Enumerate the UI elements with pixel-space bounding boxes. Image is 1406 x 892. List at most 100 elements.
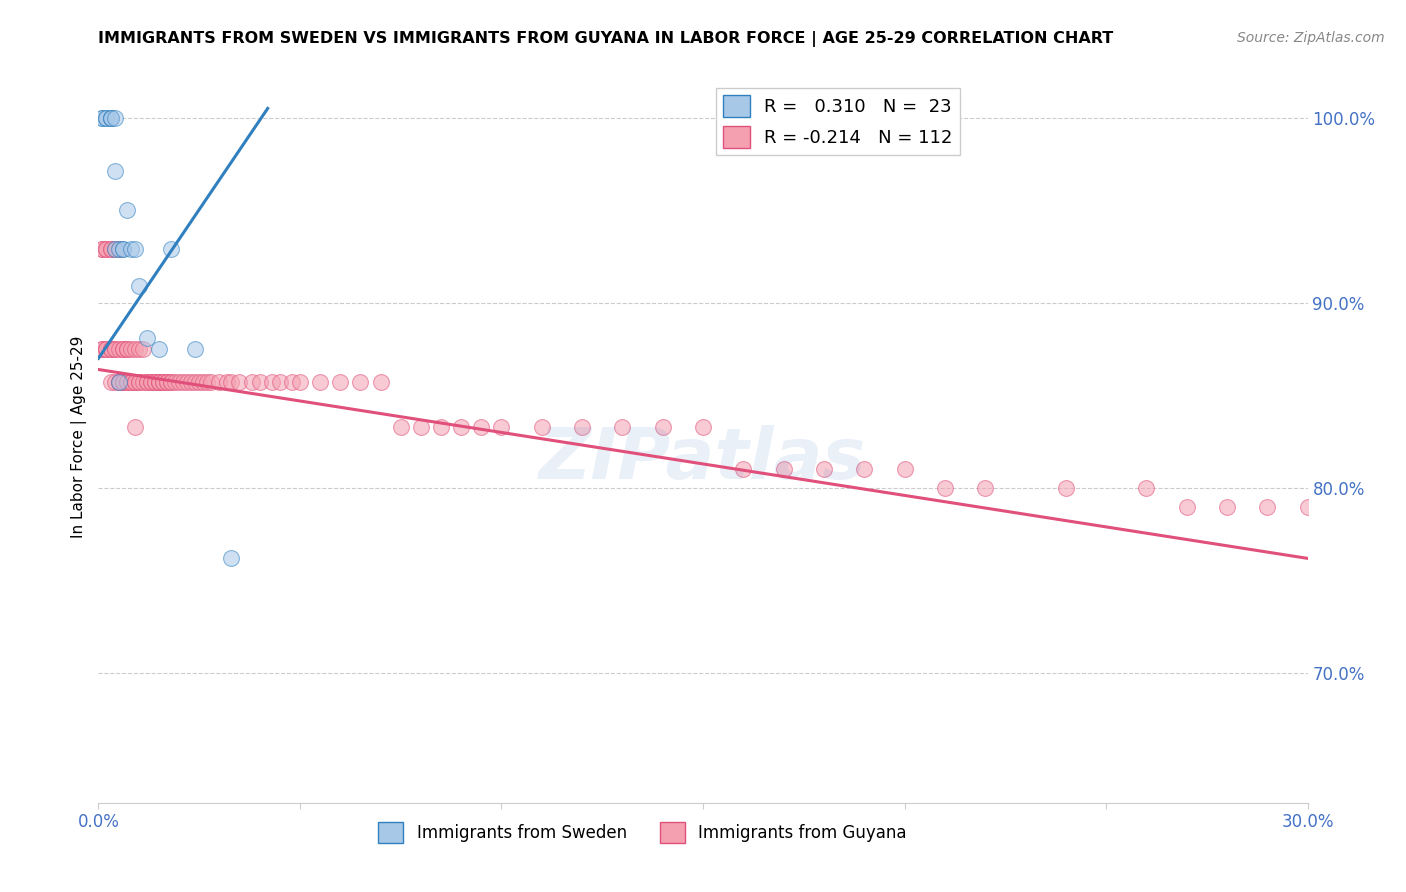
Point bbox=[124, 242, 146, 256]
Point bbox=[143, 376, 166, 390]
Point bbox=[221, 551, 243, 566]
Point bbox=[733, 462, 755, 476]
Point bbox=[111, 342, 134, 356]
Point bbox=[240, 376, 263, 390]
Point bbox=[96, 342, 118, 356]
Point bbox=[100, 342, 122, 356]
Point bbox=[692, 420, 714, 434]
Point bbox=[100, 242, 122, 256]
Point bbox=[96, 242, 118, 256]
Point bbox=[152, 376, 174, 390]
Point bbox=[1256, 500, 1278, 514]
Point bbox=[208, 376, 231, 390]
Point bbox=[853, 462, 876, 476]
Point bbox=[111, 342, 134, 356]
Point bbox=[491, 420, 513, 434]
Point bbox=[103, 342, 125, 356]
Point bbox=[100, 242, 122, 256]
Point bbox=[1054, 481, 1077, 495]
Point bbox=[96, 111, 118, 125]
Point bbox=[100, 111, 122, 125]
Point bbox=[91, 342, 114, 356]
Point bbox=[148, 376, 170, 390]
Point bbox=[163, 376, 186, 390]
Point bbox=[100, 376, 122, 390]
Point bbox=[180, 376, 202, 390]
Point bbox=[103, 242, 125, 256]
Point bbox=[260, 376, 283, 390]
Point bbox=[152, 376, 174, 390]
Point bbox=[217, 376, 239, 390]
Point bbox=[128, 376, 150, 390]
Point bbox=[124, 420, 146, 434]
Point bbox=[96, 342, 118, 356]
Point bbox=[450, 420, 472, 434]
Point bbox=[389, 420, 412, 434]
Point bbox=[651, 420, 673, 434]
Point bbox=[221, 376, 243, 390]
Point bbox=[160, 376, 183, 390]
Point bbox=[103, 111, 125, 125]
Point bbox=[188, 376, 211, 390]
Point bbox=[107, 376, 129, 390]
Point bbox=[288, 376, 311, 390]
Point bbox=[107, 342, 129, 356]
Point bbox=[172, 376, 194, 390]
Point bbox=[96, 111, 118, 125]
Point bbox=[148, 342, 170, 356]
Point bbox=[1216, 500, 1239, 514]
Text: IMMIGRANTS FROM SWEDEN VS IMMIGRANTS FROM GUYANA IN LABOR FORCE | AGE 25-29 CORR: IMMIGRANTS FROM SWEDEN VS IMMIGRANTS FRO… bbox=[98, 31, 1114, 47]
Point bbox=[103, 342, 125, 356]
Point bbox=[571, 420, 593, 434]
Point bbox=[100, 111, 122, 125]
Point bbox=[124, 376, 146, 390]
Point bbox=[107, 376, 129, 390]
Point bbox=[148, 376, 170, 390]
Point bbox=[430, 420, 453, 434]
Point bbox=[249, 376, 271, 390]
Point bbox=[974, 481, 997, 495]
Point bbox=[120, 376, 142, 390]
Point bbox=[176, 376, 198, 390]
Point bbox=[91, 242, 114, 256]
Point bbox=[184, 342, 207, 356]
Point bbox=[135, 331, 157, 345]
Point bbox=[139, 376, 162, 390]
Point bbox=[228, 376, 250, 390]
Point bbox=[1296, 500, 1319, 514]
Point bbox=[143, 376, 166, 390]
Point bbox=[91, 342, 114, 356]
Point bbox=[132, 376, 155, 390]
Point bbox=[167, 376, 190, 390]
Point bbox=[135, 376, 157, 390]
Point bbox=[148, 376, 170, 390]
Point bbox=[128, 376, 150, 390]
Text: ZIPatlas: ZIPatlas bbox=[540, 425, 866, 493]
Point bbox=[100, 111, 122, 125]
Point bbox=[1175, 500, 1198, 514]
Point bbox=[124, 342, 146, 356]
Point bbox=[103, 164, 125, 178]
Point bbox=[120, 376, 142, 390]
Point bbox=[893, 462, 915, 476]
Point bbox=[115, 376, 138, 390]
Point bbox=[111, 242, 134, 256]
Point bbox=[329, 376, 352, 390]
Point bbox=[409, 420, 432, 434]
Point bbox=[103, 376, 125, 390]
Point bbox=[132, 342, 155, 356]
Point bbox=[120, 242, 142, 256]
Point bbox=[124, 376, 146, 390]
Point bbox=[91, 242, 114, 256]
Legend: Immigrants from Sweden, Immigrants from Guyana: Immigrants from Sweden, Immigrants from … bbox=[371, 815, 914, 849]
Point bbox=[813, 462, 835, 476]
Point bbox=[184, 376, 207, 390]
Point bbox=[111, 376, 134, 390]
Point bbox=[193, 376, 215, 390]
Point bbox=[470, 420, 492, 434]
Point bbox=[115, 342, 138, 356]
Point bbox=[200, 376, 222, 390]
Point bbox=[349, 376, 371, 390]
Point bbox=[195, 376, 218, 390]
Point bbox=[281, 376, 304, 390]
